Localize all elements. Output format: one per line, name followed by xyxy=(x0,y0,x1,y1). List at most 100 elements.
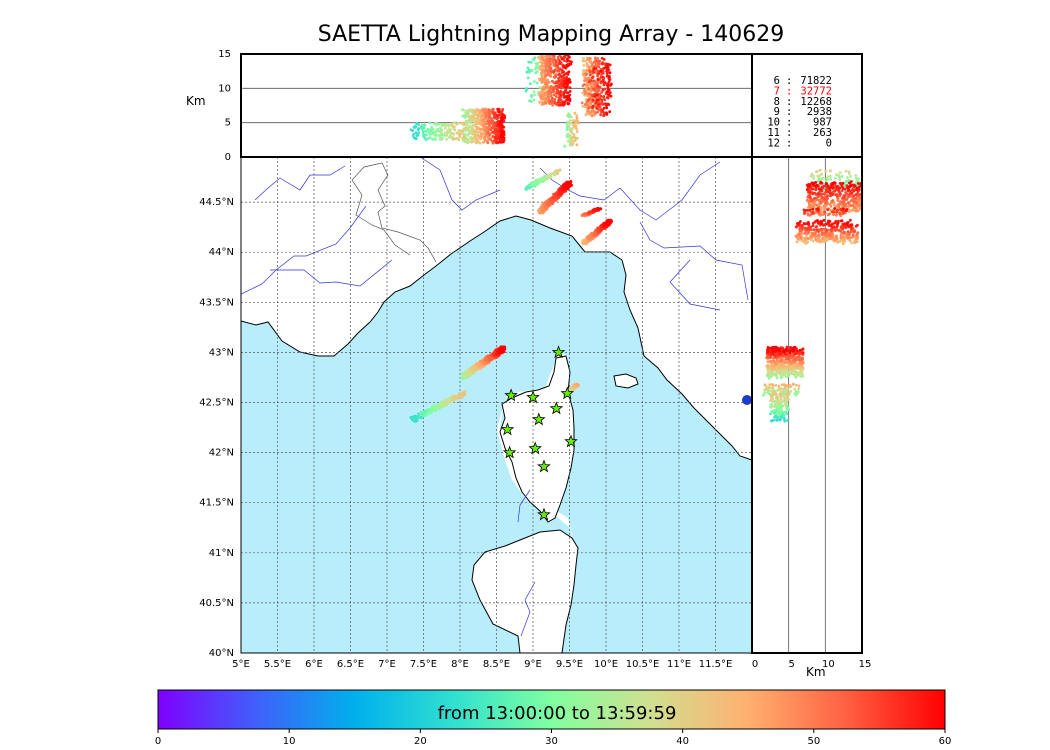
station-star-icon xyxy=(549,401,564,415)
lightning-source xyxy=(596,206,600,211)
lightning-source xyxy=(470,137,473,141)
lightning-source xyxy=(778,352,782,356)
lightning-source xyxy=(799,236,803,240)
lightning-source xyxy=(594,64,597,67)
lightning-source xyxy=(581,240,585,244)
lightning-source xyxy=(810,198,814,202)
lightning-source xyxy=(487,128,490,132)
lightning-source xyxy=(432,133,436,136)
lightning-source xyxy=(780,399,783,403)
lightning-source xyxy=(416,128,420,132)
lightning-source xyxy=(581,59,585,63)
lightning-source xyxy=(837,205,841,209)
lightning-source xyxy=(538,179,542,183)
lightning-source xyxy=(491,135,495,139)
lightning-source xyxy=(551,103,555,107)
lightning-source xyxy=(490,121,494,125)
lightning-source xyxy=(495,120,499,124)
lightning-source xyxy=(784,361,788,364)
lightning-source xyxy=(540,71,543,75)
lightning-source xyxy=(856,209,860,213)
lightning-source xyxy=(605,102,609,106)
lightning-source xyxy=(808,188,812,192)
lightning-source xyxy=(585,63,589,67)
lightning-source xyxy=(812,174,815,178)
lightning-source xyxy=(824,231,827,235)
borders xyxy=(351,162,437,263)
lightning-source xyxy=(459,129,463,133)
lightning-source xyxy=(846,201,850,205)
lightning-source xyxy=(565,65,568,69)
coastline xyxy=(241,215,752,461)
lightning-source xyxy=(588,89,592,93)
lightning-source xyxy=(794,383,798,387)
lightning-source xyxy=(497,107,501,111)
station-star-icon xyxy=(502,445,517,459)
lightning-source xyxy=(541,176,545,180)
lightning-source xyxy=(526,76,530,80)
lightning-source xyxy=(597,100,600,104)
lightning-source xyxy=(595,98,599,102)
lightning-source xyxy=(548,55,552,58)
lightning-source xyxy=(417,412,421,416)
lightning-source xyxy=(428,121,432,125)
lightning-source xyxy=(829,204,833,208)
lightning-source xyxy=(608,110,612,114)
lightning-source xyxy=(835,186,839,189)
lightning-source xyxy=(779,358,783,362)
lightning-source xyxy=(805,227,809,231)
lightning-source xyxy=(766,355,770,358)
lightning-source xyxy=(483,135,486,139)
lightning-source xyxy=(833,177,837,180)
lightning-source xyxy=(445,134,449,137)
lightning-source xyxy=(568,90,572,93)
lightning-source xyxy=(596,84,600,88)
lightning-source xyxy=(575,382,579,386)
lightning-source xyxy=(566,184,570,188)
lightning-source xyxy=(533,56,537,60)
lightning-source xyxy=(815,203,819,207)
lightning-source xyxy=(526,66,530,70)
lightning-source xyxy=(533,93,536,97)
lightning-source xyxy=(544,62,547,66)
lightning-source xyxy=(813,232,817,236)
lightning-source xyxy=(804,209,808,212)
count-label: 12 xyxy=(767,137,780,149)
lightning-source xyxy=(525,70,529,74)
lightning-source xyxy=(466,109,469,113)
lightning-source xyxy=(806,236,810,240)
lightning-source xyxy=(475,134,478,138)
lightning-source xyxy=(558,72,561,76)
lightning-source xyxy=(560,68,564,72)
lightning-source xyxy=(478,130,482,134)
lightning-source xyxy=(555,90,559,94)
lightning-source xyxy=(769,412,772,416)
lightning-source xyxy=(818,211,821,215)
lightning-source xyxy=(840,174,844,178)
lightning-source xyxy=(487,132,491,135)
lightning-source xyxy=(577,121,580,125)
lightning-source xyxy=(566,73,570,76)
lightning-source xyxy=(602,111,606,114)
lightning-source xyxy=(814,225,818,229)
lightning-source xyxy=(850,209,854,212)
lightning-source xyxy=(440,131,443,135)
lightning-source xyxy=(835,173,838,177)
lightning-source xyxy=(488,124,491,128)
lightning-source xyxy=(478,111,481,115)
lightning-source xyxy=(606,62,610,66)
lightning-source xyxy=(605,112,609,115)
lightning-source xyxy=(467,140,471,143)
lightning-source xyxy=(787,391,790,395)
lightning-source xyxy=(462,391,466,395)
lightning-source xyxy=(810,172,814,176)
lightning-source xyxy=(546,70,550,74)
lightning-source xyxy=(564,72,567,76)
lightning-source xyxy=(458,133,462,137)
lightning-source xyxy=(798,224,801,228)
lightning-source xyxy=(417,131,421,135)
count-value: 987 xyxy=(813,117,832,129)
lightning-source xyxy=(557,98,561,102)
lightning-source xyxy=(567,95,570,99)
lightning-source xyxy=(585,78,589,82)
